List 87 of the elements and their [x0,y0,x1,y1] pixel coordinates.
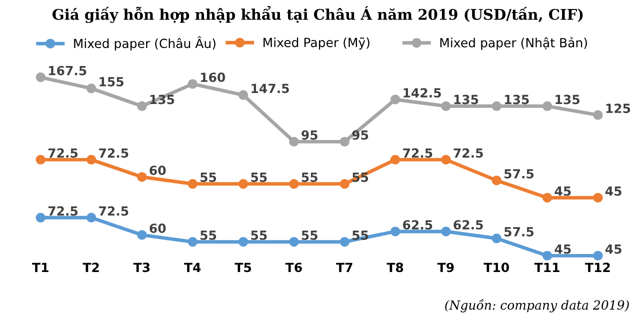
point [86,212,96,223]
data-label: 55 [302,172,318,182]
point [238,179,248,189]
data-label: 95 [302,130,318,140]
point [289,237,299,247]
data-label: 135 [556,94,580,104]
text: (Nguồn: company data 2019) [445,299,629,312]
point [542,101,552,112]
point [593,250,603,261]
data-label: 55 [200,172,216,182]
data-label: 167.5 [48,66,86,76]
x-tick-label: T2 [82,262,99,272]
point [238,90,248,100]
data-label: 60 [150,224,166,234]
data-label: 45 [605,186,622,196]
point [188,79,198,89]
data-label: 57.5 [504,169,534,179]
x-tick-label: T7 [336,262,352,272]
data-label: 72.5 [48,206,78,216]
data-label: 45 [554,186,571,196]
point [492,176,502,186]
point [137,230,147,240]
x-tick-label: T6 [285,262,302,272]
data-label: 55 [251,230,267,240]
data-label: 72.5 [99,148,128,158]
chart-title: Giá giấy hỗn hợp nhập khẩu tại Châu Á năm 2019 (USD/tấn, CIF) [52,6,583,23]
data-label: 135 [504,94,529,104]
point [340,136,350,147]
data-label: 57.5 [504,227,534,236]
data-label: 95 [352,130,368,140]
data-label: 55 [251,172,267,182]
legend-label: Mixed Paper (Mỹ) [264,37,370,50]
point [441,101,451,112]
data-label: 62.5 [403,220,432,230]
x-tick-label: T10 [484,262,509,272]
x-tick-label: T12 [585,262,610,272]
data-label: 55 [302,230,318,240]
point [542,192,552,203]
point [188,237,198,247]
legend-label: Mixed paper (Châu Âu) [74,36,216,51]
point [593,192,603,203]
data-label: 160 [200,72,226,82]
point [36,154,46,165]
point [492,234,502,244]
point [390,154,400,165]
point [289,179,299,189]
point [390,94,400,104]
data-label: 62.5 [454,220,483,230]
point [441,154,451,165]
x-tick-label: T1 [32,262,48,272]
point [340,237,350,247]
point [492,101,502,112]
point [593,110,603,120]
data-label: 147.5 [252,84,289,94]
x-tick-label: T11 [534,262,560,272]
point [390,226,400,236]
data-label: 72.5 [403,148,432,158]
point [86,84,96,94]
data-label: 55 [200,230,216,240]
data-label: 155 [100,77,124,86]
data-label: 45 [605,244,622,254]
x-tick-label: T9 [437,262,454,272]
point [340,179,350,189]
point [238,237,248,247]
data-label: 72.5 [454,148,483,158]
data-label: 45 [554,244,571,254]
data-label: 125 [606,104,630,114]
data-label: 60 [150,166,166,176]
data-label: 142.5 [404,88,441,98]
point [289,136,299,147]
x-tick-label: T3 [133,262,150,272]
point [441,226,451,236]
point [86,154,96,165]
data-label: 72.5 [48,148,78,158]
point [36,72,46,82]
data-label: 72.5 [99,206,128,216]
x-tick-label: T4 [184,262,201,272]
legend-label: Mixed paper (Nhật Bản) [440,37,587,50]
point [137,172,147,182]
data-label: 135 [454,94,478,104]
x-tick-label: T8 [386,262,404,272]
point [137,101,147,112]
point [36,212,46,223]
x-tick-label: T5 [234,262,252,272]
point [188,179,198,189]
point [542,250,552,261]
data-label: 135 [150,94,174,104]
